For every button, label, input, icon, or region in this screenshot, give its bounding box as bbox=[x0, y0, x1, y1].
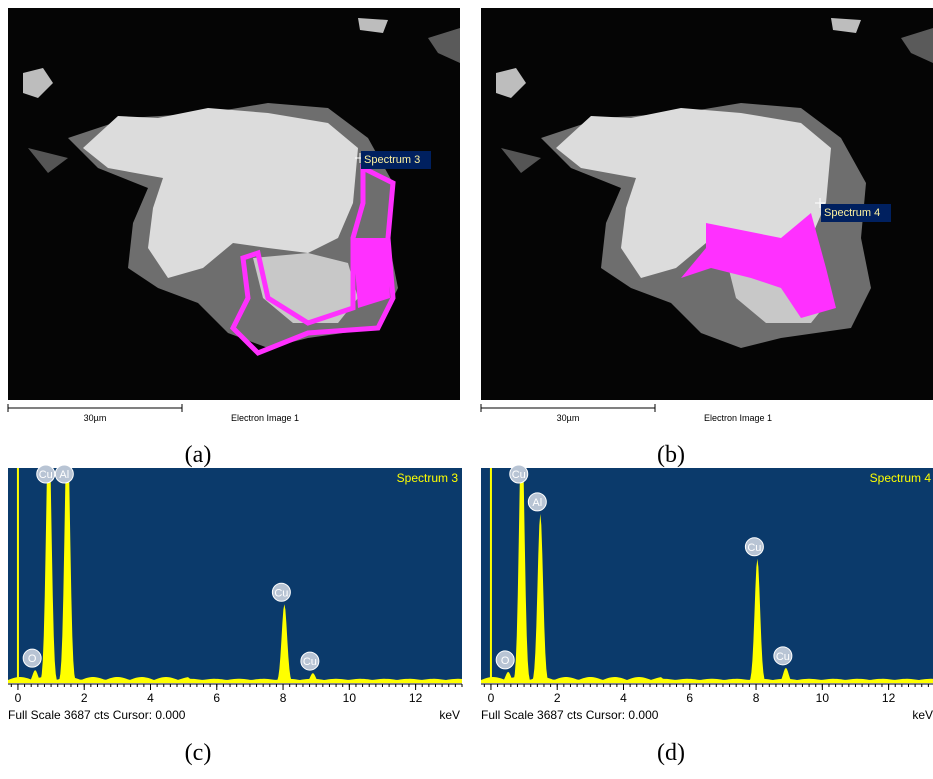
sem-image-b bbox=[481, 8, 933, 400]
x-tick-label: 8 bbox=[280, 691, 287, 705]
spectrum-label: Spectrum 4 bbox=[824, 207, 880, 219]
page: Spectrum 3 30µm Electron Image 1 (a) Spectru… bbox=[0, 0, 933, 779]
x-tick-label: 12 bbox=[409, 691, 423, 705]
x-tick-label: 2 bbox=[554, 691, 561, 705]
x-tick-label: 8 bbox=[753, 691, 760, 705]
peak-label: Cu bbox=[39, 469, 53, 481]
footer: Full Scale 3687 cts Cursor: 0.000 bbox=[481, 708, 659, 722]
footer: Full Scale 3687 cts Cursor: 0.000 bbox=[8, 708, 186, 722]
peak-label: O bbox=[28, 653, 37, 665]
panel-label: (a) bbox=[185, 442, 212, 468]
spectrum-title: Spectrum 3 bbox=[397, 471, 459, 485]
scale-bars bbox=[8, 404, 655, 412]
plot-background bbox=[481, 468, 933, 683]
x-tick-label: 6 bbox=[686, 691, 693, 705]
spectrum-chart: O Cu Al Cu Cu Spectrum 3 0 2 4 6 8 10 12 Full Scale 3… bbox=[8, 421, 462, 766]
x-tick-label: 12 bbox=[882, 691, 896, 705]
panel-label: (d) bbox=[657, 740, 685, 766]
spectrum-label: Spectrum 3 bbox=[364, 154, 420, 166]
x-tick-label: 6 bbox=[213, 691, 220, 705]
scale-bar-label: 30µm bbox=[557, 413, 580, 423]
x-tick-label: 4 bbox=[620, 691, 627, 705]
image-caption: Electron Image 1 bbox=[231, 413, 299, 423]
peak-label: O bbox=[501, 655, 510, 667]
peak-label: Cu bbox=[303, 656, 317, 668]
sem-image-a bbox=[8, 8, 460, 400]
peak-label: Cu bbox=[747, 542, 761, 554]
peak-label: Cu bbox=[274, 587, 288, 599]
x-axis-label: keV bbox=[439, 708, 460, 722]
x-tick-label: 0 bbox=[15, 691, 22, 705]
panel-label: (c) bbox=[185, 740, 212, 766]
panel-label: (b) bbox=[657, 442, 685, 468]
image-caption: Electron Image 1 bbox=[704, 413, 772, 423]
peak-label: Cu bbox=[776, 651, 790, 663]
peak-label: Cu bbox=[512, 469, 526, 481]
x-tick-label: 4 bbox=[147, 691, 154, 705]
x-tick-label: 10 bbox=[343, 691, 357, 705]
spectrum-title: Spectrum 4 bbox=[870, 471, 932, 485]
x-axis-label: keV bbox=[912, 708, 933, 722]
plot-background bbox=[8, 468, 462, 683]
spectrum-chart: O Cu Al Cu Cu Spectrum 4 0 2 4 6 8 10 12 Full Scale 3… bbox=[481, 421, 933, 766]
x-tick-label: 2 bbox=[81, 691, 88, 705]
figure: Spectrum 3 30µm Electron Image 1 (a) Spectru… bbox=[0, 0, 933, 779]
zero-peak bbox=[17, 468, 19, 683]
zero-peak bbox=[490, 468, 492, 683]
scale-bar-label: 30µm bbox=[84, 413, 107, 423]
peak-label: Al bbox=[59, 469, 69, 481]
x-tick-label: 0 bbox=[488, 691, 495, 705]
peak-label: Al bbox=[532, 497, 542, 509]
x-tick-label: 10 bbox=[816, 691, 830, 705]
